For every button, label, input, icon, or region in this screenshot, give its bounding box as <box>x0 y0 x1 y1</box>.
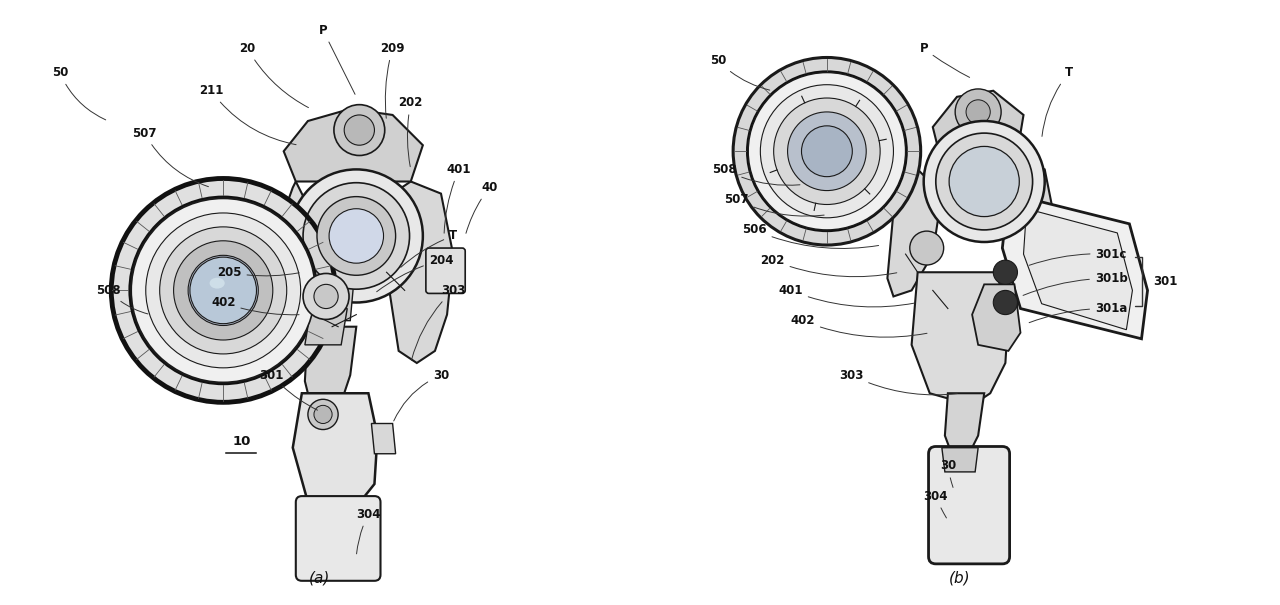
Text: 202: 202 <box>398 96 422 166</box>
Circle shape <box>910 231 943 265</box>
Circle shape <box>955 89 1001 135</box>
Text: P: P <box>319 24 355 94</box>
Circle shape <box>748 71 906 231</box>
Text: 301: 301 <box>1153 275 1178 288</box>
Text: 303: 303 <box>411 284 466 361</box>
Text: 401: 401 <box>778 284 915 307</box>
Circle shape <box>146 213 301 368</box>
Circle shape <box>189 257 256 324</box>
Text: 301b: 301b <box>1023 272 1128 295</box>
Polygon shape <box>911 272 1009 405</box>
Text: 211: 211 <box>198 84 296 145</box>
Text: 301: 301 <box>260 368 317 410</box>
Circle shape <box>174 241 273 340</box>
Text: 209: 209 <box>380 42 404 118</box>
Circle shape <box>749 73 905 230</box>
Circle shape <box>132 198 315 382</box>
Text: (b): (b) <box>950 571 970 585</box>
Circle shape <box>924 121 1044 242</box>
FancyBboxPatch shape <box>296 496 380 581</box>
Polygon shape <box>972 284 1020 351</box>
Polygon shape <box>933 91 1024 151</box>
Circle shape <box>344 115 375 145</box>
Circle shape <box>129 197 317 384</box>
Text: 10: 10 <box>232 435 251 448</box>
Text: 301c: 301c <box>1029 247 1126 265</box>
Text: P: P <box>919 42 970 77</box>
Circle shape <box>773 98 881 204</box>
Text: 507: 507 <box>724 193 824 216</box>
Circle shape <box>733 57 920 245</box>
Text: 204: 204 <box>376 253 453 292</box>
Text: 507: 507 <box>132 126 209 187</box>
Circle shape <box>948 146 1019 217</box>
Text: T: T <box>401 229 457 267</box>
Text: 301a: 301a <box>1029 302 1128 322</box>
Text: 50: 50 <box>710 54 769 90</box>
Polygon shape <box>1011 157 1057 302</box>
Circle shape <box>334 105 385 155</box>
Circle shape <box>314 284 338 309</box>
Circle shape <box>760 85 893 218</box>
Circle shape <box>202 269 244 312</box>
Circle shape <box>188 255 259 325</box>
Text: 402: 402 <box>791 314 927 337</box>
Text: 30: 30 <box>394 368 449 421</box>
Polygon shape <box>265 182 320 333</box>
Circle shape <box>993 290 1018 315</box>
Circle shape <box>317 197 396 275</box>
Text: 40: 40 <box>466 181 498 234</box>
Text: 304: 304 <box>924 489 948 518</box>
Circle shape <box>111 178 335 402</box>
Text: 508: 508 <box>712 163 800 185</box>
Polygon shape <box>305 309 347 345</box>
Circle shape <box>303 183 410 289</box>
Text: 304: 304 <box>356 508 380 554</box>
Polygon shape <box>887 157 942 296</box>
Circle shape <box>936 133 1033 230</box>
Text: T: T <box>1042 66 1073 136</box>
Polygon shape <box>1024 209 1133 330</box>
Text: 20: 20 <box>239 42 308 108</box>
Text: 205: 205 <box>218 266 300 279</box>
Text: (a): (a) <box>310 571 330 585</box>
Circle shape <box>289 169 422 302</box>
Ellipse shape <box>210 278 225 289</box>
Polygon shape <box>945 393 984 460</box>
FancyBboxPatch shape <box>928 446 1010 564</box>
Text: 30: 30 <box>940 459 956 488</box>
Circle shape <box>329 209 384 263</box>
Circle shape <box>966 100 991 124</box>
Polygon shape <box>305 327 356 430</box>
FancyBboxPatch shape <box>426 248 465 293</box>
Circle shape <box>303 273 349 319</box>
Polygon shape <box>293 393 378 520</box>
Polygon shape <box>1002 194 1148 339</box>
Text: 50: 50 <box>51 66 106 120</box>
Text: 506: 506 <box>742 223 878 249</box>
Circle shape <box>160 227 287 354</box>
Text: 401: 401 <box>444 163 471 233</box>
Polygon shape <box>387 182 453 363</box>
Circle shape <box>308 399 338 430</box>
Text: 508: 508 <box>96 284 148 314</box>
Circle shape <box>993 260 1018 284</box>
Text: 402: 402 <box>211 296 300 315</box>
Polygon shape <box>314 254 356 321</box>
Polygon shape <box>371 424 396 454</box>
Circle shape <box>787 112 867 191</box>
Text: 202: 202 <box>760 253 897 276</box>
Circle shape <box>801 126 852 177</box>
Circle shape <box>314 405 332 424</box>
Polygon shape <box>284 109 422 182</box>
Polygon shape <box>942 448 978 472</box>
Text: 303: 303 <box>838 368 957 395</box>
